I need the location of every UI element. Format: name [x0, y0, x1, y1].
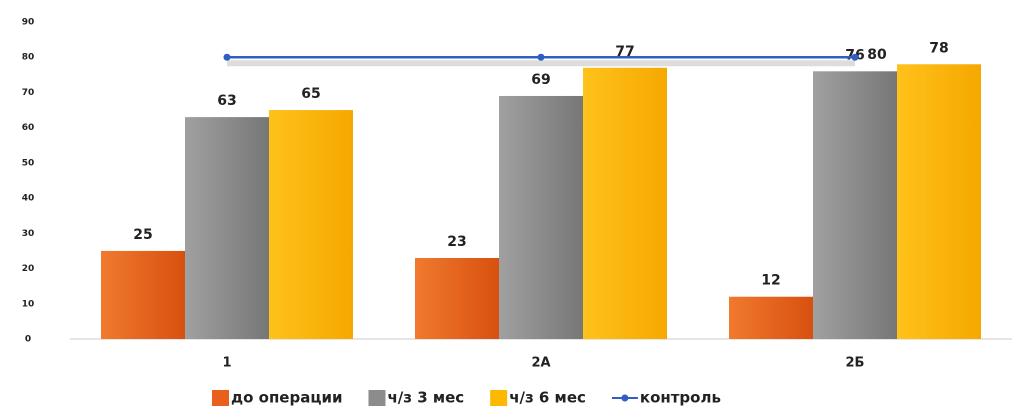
legend-marker	[621, 394, 629, 402]
line-point	[851, 53, 859, 61]
bar	[583, 67, 667, 340]
legend-label: ч/з 6 мес	[509, 389, 586, 407]
y-tick-label: 60	[22, 123, 35, 133]
bar	[813, 71, 897, 340]
value-label: 77	[615, 44, 634, 60]
bar	[185, 117, 269, 339]
value-label: 65	[301, 86, 320, 102]
bar	[269, 110, 353, 339]
y-tick-label: 10	[22, 299, 35, 309]
y-tick-label: 40	[22, 194, 35, 204]
value-label: 25	[133, 227, 152, 243]
bar	[415, 257, 499, 339]
x-tick-label: 2А	[531, 356, 550, 371]
bar	[101, 250, 185, 339]
legend-swatch	[490, 390, 508, 406]
bar	[897, 64, 981, 340]
y-tick-label: 50	[22, 158, 35, 168]
y-tick-label: 0	[25, 335, 31, 345]
legend-label: до операции	[231, 389, 342, 407]
bar	[499, 95, 583, 339]
line-point	[223, 53, 231, 61]
line-point	[537, 53, 545, 61]
x-tick-label: 1	[222, 356, 231, 371]
legend-label: контроль	[640, 389, 721, 407]
y-tick-label: 70	[22, 88, 35, 98]
value-label: 12	[761, 273, 780, 289]
y-tick-label: 30	[22, 229, 35, 239]
value-label: 80	[867, 47, 887, 63]
legend-swatch	[212, 390, 229, 406]
x-tick-label: 2Б	[846, 356, 865, 371]
y-tick-label: 20	[22, 264, 35, 274]
y-tick-label: 90	[22, 18, 35, 28]
y-tick-label: 80	[22, 53, 35, 63]
value-label: 23	[447, 234, 466, 250]
legend-swatch	[368, 390, 386, 406]
value-label: 69	[531, 72, 550, 88]
bar	[729, 296, 813, 339]
legend-label: ч/з 3 мес	[387, 389, 464, 407]
value-label: 63	[217, 93, 236, 109]
value-label: 78	[929, 40, 948, 56]
